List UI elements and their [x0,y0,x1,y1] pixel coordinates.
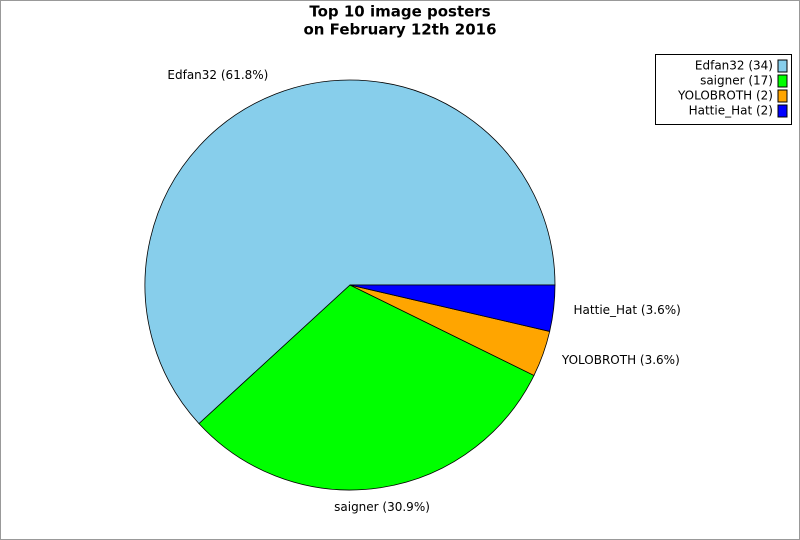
legend-swatch [777,89,788,103]
legend-label: Edfan32 (34) [695,59,773,73]
legend-box [655,54,792,125]
legend-label: Hattie_Hat (2) [689,104,773,118]
legend-swatch [777,74,788,88]
pie-slice [198,284,535,491]
chart-title: on February 12th 2016 [303,21,496,39]
data-label: Hattie_Hat (3.6%) [574,303,681,317]
pie-slice [349,284,556,332]
pie-slice [144,79,556,425]
legend-label: YOLOBROTH (2) [677,89,773,103]
legend-label: saigner (17) [700,74,773,88]
legend-swatch [777,59,788,73]
data-label: YOLOBROTH (3.6%) [561,353,680,367]
data-label: saigner (30.9%) [334,500,430,514]
data-label: Edfan32 (61.8%) [167,68,268,82]
chart-title: Top 10 image posters [309,3,490,21]
legend-swatch [777,104,788,118]
